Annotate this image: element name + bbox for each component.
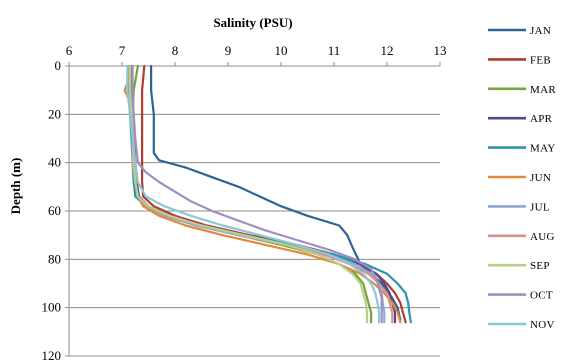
series-lines xyxy=(123,64,412,324)
legend-label-jun: JUN xyxy=(530,172,551,184)
series-line-oct xyxy=(131,64,383,324)
x-tick-label-12: 12 xyxy=(381,43,394,58)
series-line-nov xyxy=(126,64,381,324)
legend-label-mar: MAR xyxy=(530,84,556,96)
y-tick-label-20: 20 xyxy=(48,106,61,121)
y-tick-label-40: 40 xyxy=(48,155,61,170)
series-line-may xyxy=(127,64,412,324)
legend-label-jul: JUL xyxy=(530,201,550,213)
legend-label-may: MAY xyxy=(530,143,556,155)
series-line-aug xyxy=(128,64,394,324)
y-tick-labels: 0 20 40 60 80 100 120 xyxy=(42,58,62,361)
legend-label-oct: OCT xyxy=(530,290,553,302)
x-tick-label-7: 7 xyxy=(119,43,126,58)
legend: JAN FEB MAR APR MAY JUN JUL AUG SEP OCT NOV xyxy=(488,25,556,331)
series-line-jun xyxy=(123,64,402,324)
legend-label-feb: FEB xyxy=(530,54,551,66)
x-tick-label-10: 10 xyxy=(275,43,288,58)
series-line-sep xyxy=(128,64,368,324)
x-tick-label-8: 8 xyxy=(172,43,179,58)
x-axis-title: Salinity (PSU) xyxy=(213,15,292,30)
legend-label-jan: JAN xyxy=(530,25,551,37)
y-tick-label-120: 120 xyxy=(42,348,62,361)
x-tick-label-9: 9 xyxy=(225,43,232,58)
x-tick-label-11: 11 xyxy=(328,43,341,58)
y-tick-label-60: 60 xyxy=(48,203,61,218)
legend-label-apr: APR xyxy=(530,113,553,125)
x-tick-label-6: 6 xyxy=(66,43,73,58)
legend-label-sep: SEP xyxy=(530,260,550,272)
y-tick-label-80: 80 xyxy=(48,251,61,266)
series-line-jan xyxy=(150,64,402,321)
x-tick-labels: 6 7 8 9 10 11 12 13 xyxy=(66,43,447,58)
gridlines xyxy=(69,113,440,357)
y-tick-label-0: 0 xyxy=(55,58,62,73)
y-axis-title: Depth (m) xyxy=(8,158,23,215)
y-tick-label-100: 100 xyxy=(42,300,62,315)
series-line-mar xyxy=(131,64,373,324)
legend-label-aug: AUG xyxy=(530,231,555,243)
series-line-apr xyxy=(130,64,397,324)
x-tick-label-13: 13 xyxy=(434,43,447,58)
series-line-feb xyxy=(141,64,407,324)
legend-label-nov: NOV xyxy=(530,319,555,331)
